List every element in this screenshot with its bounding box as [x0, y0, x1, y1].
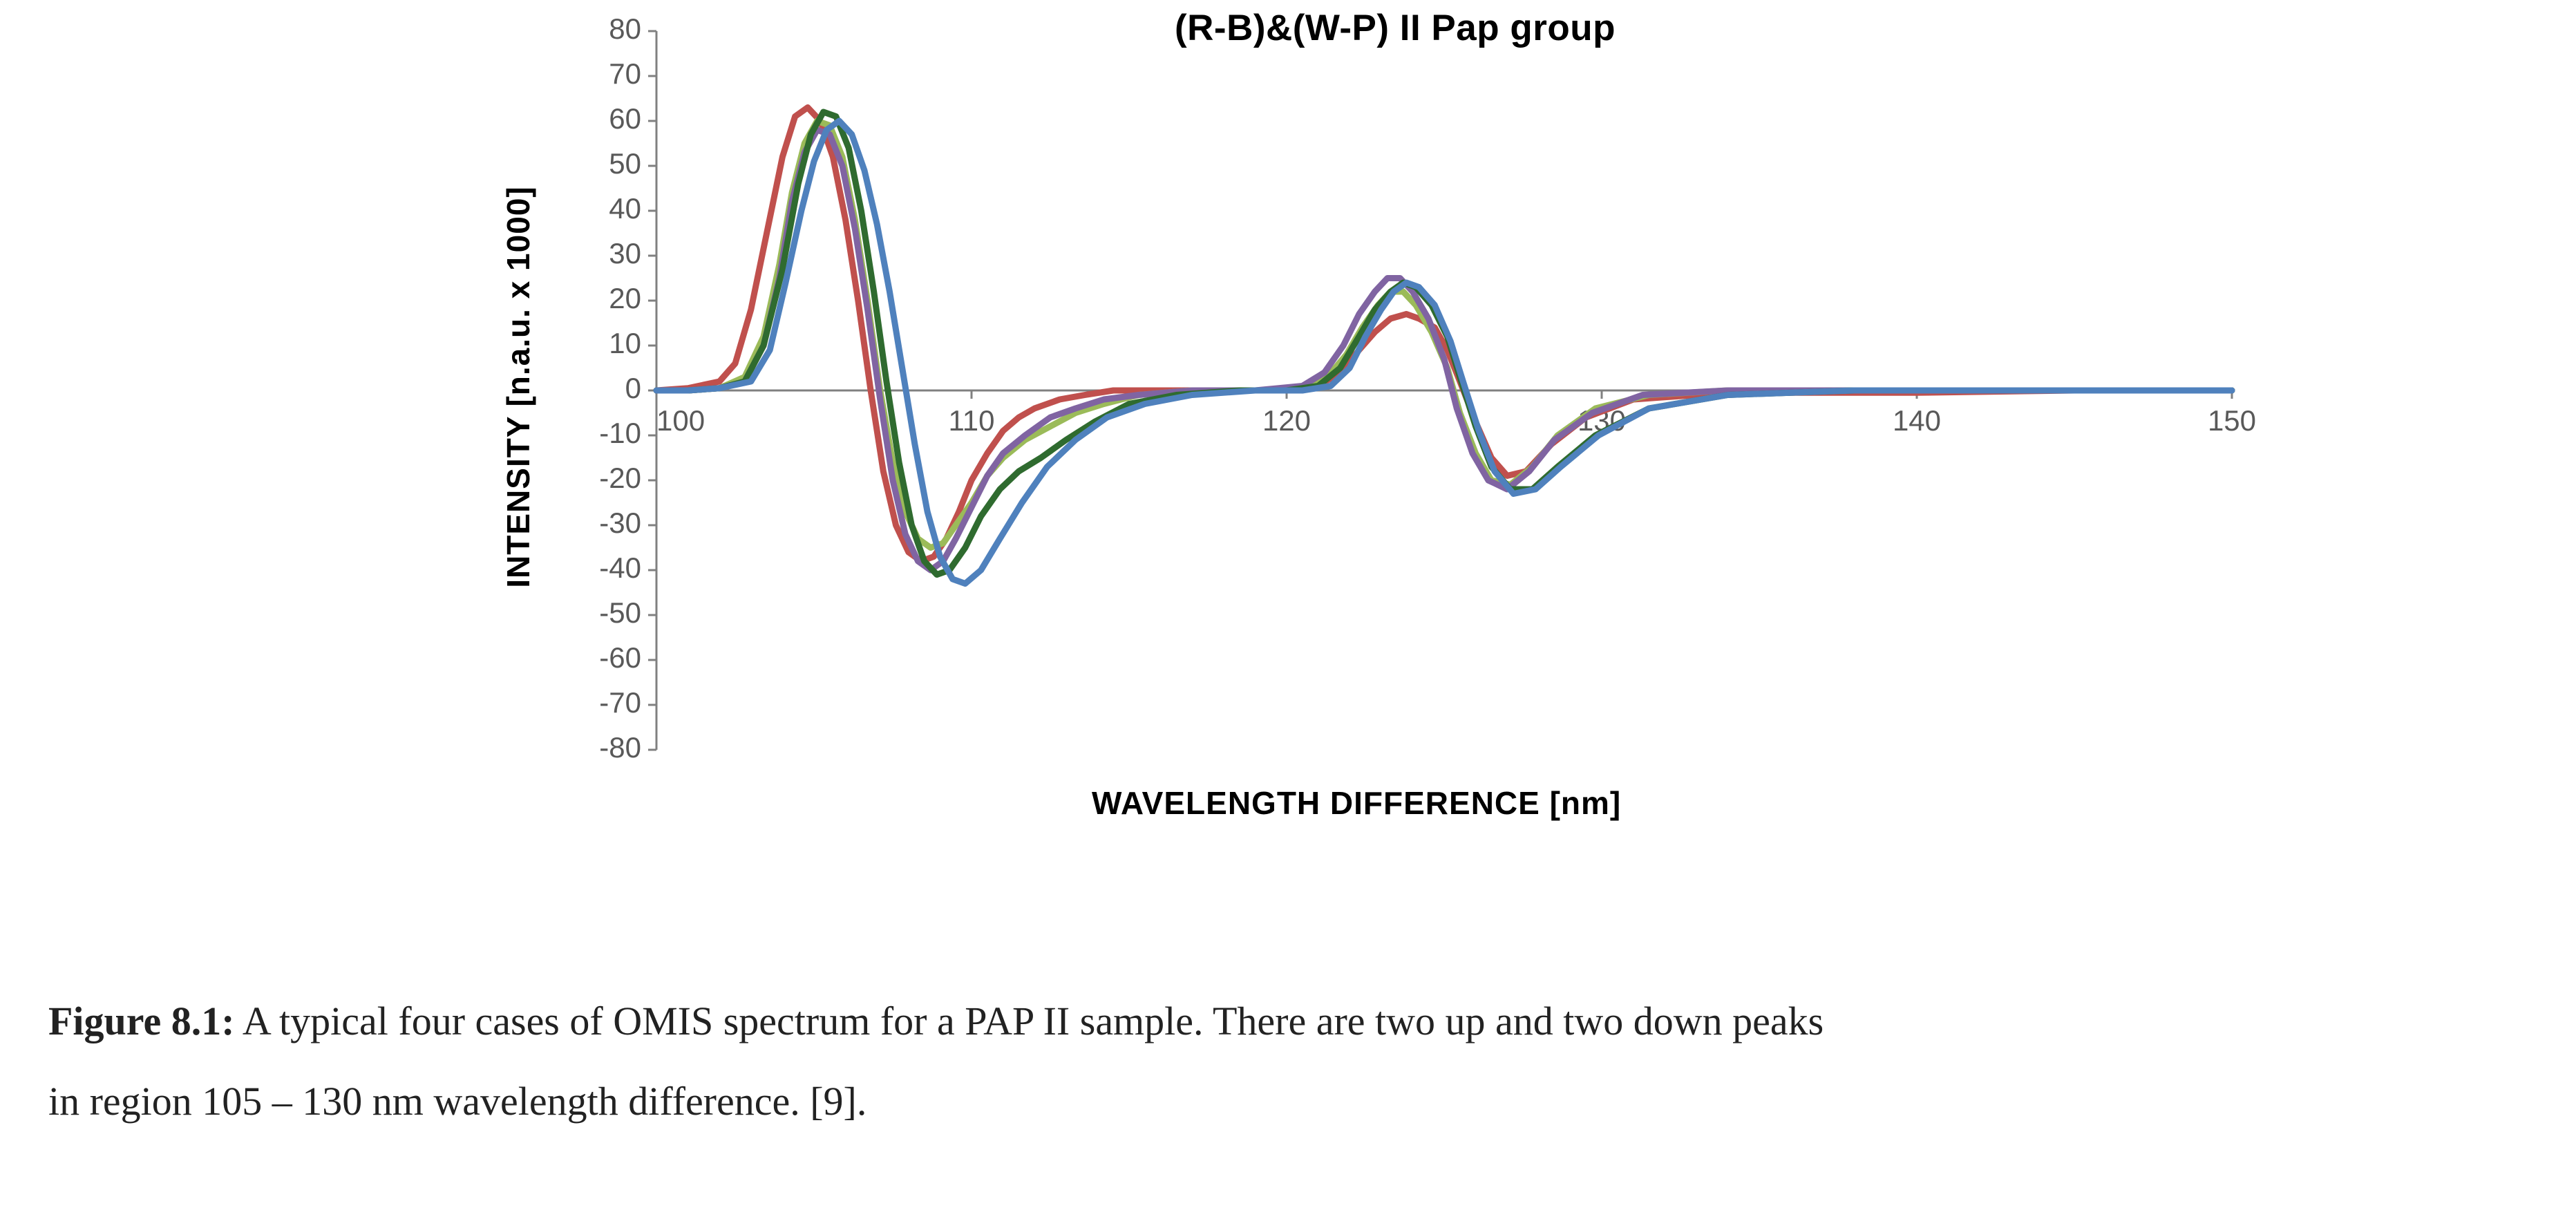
svg-text:-60: -60 [599, 641, 641, 674]
svg-text:60: 60 [609, 102, 641, 135]
svg-text:-20: -20 [599, 462, 641, 494]
svg-text:-30: -30 [599, 507, 641, 539]
svg-text:70: 70 [609, 57, 641, 90]
svg-text:10: 10 [609, 327, 641, 359]
svg-text:-80: -80 [599, 731, 641, 764]
y-axis-label: INTENSITY [n.a.u. x 1000] [500, 186, 537, 587]
svg-text:-40: -40 [599, 551, 641, 584]
svg-text:80: 80 [609, 12, 641, 45]
svg-text:0: 0 [625, 372, 641, 404]
figure-caption: Figure 8.1: A typical four cases of OMIS… [48, 981, 2528, 1142]
svg-text:-70: -70 [599, 686, 641, 719]
svg-text:100: 100 [656, 404, 705, 437]
svg-text:30: 30 [609, 237, 641, 270]
svg-text:-50: -50 [599, 596, 641, 629]
spectrum-chart: (R-B)&(W-P) II Pap group INTENSITY [n.a.… [608, 7, 2301, 802]
figure-caption-label: Figure 8.1: [48, 999, 235, 1043]
svg-text:50: 50 [609, 147, 641, 180]
svg-text:150: 150 [2208, 404, 2256, 437]
svg-text:-10: -10 [599, 417, 641, 449]
svg-text:20: 20 [609, 282, 641, 314]
svg-text:120: 120 [1262, 404, 1311, 437]
svg-text:110: 110 [949, 404, 995, 437]
figure-caption-text-1: A typical four cases of OMIS spectrum fo… [235, 999, 1824, 1043]
figure-caption-text-2: in region 105 – 130 nm wavelength differ… [48, 1079, 866, 1124]
chart-plot-area: -80-70-60-50-40-30-20-100102030405060708… [608, 7, 2301, 802]
svg-text:140: 140 [1893, 404, 1941, 437]
svg-text:40: 40 [609, 192, 641, 225]
